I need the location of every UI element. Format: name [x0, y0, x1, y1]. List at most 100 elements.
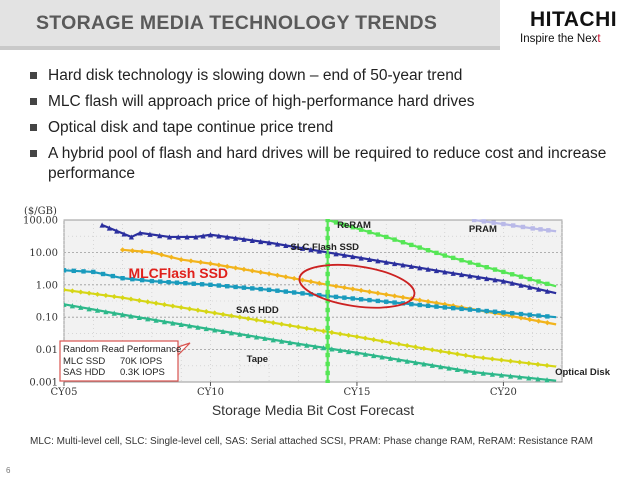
footnote: MLC: Multi-level cell, SLC: Single-level… [30, 436, 593, 447]
data-point-sas-hdd [510, 311, 515, 316]
data-point-sas-hdd [183, 281, 188, 286]
data-point-optical-disk [64, 287, 67, 293]
data-point-sas-hdd [139, 277, 145, 283]
data-point-sas-hdd [476, 308, 481, 313]
data-point-mlcflash-ssd [392, 293, 398, 299]
data-point-sas-hdd [275, 288, 280, 293]
bullet-square-icon [30, 72, 37, 79]
data-point-slc-flash-ssd [392, 260, 398, 267]
slide-header: STORAGE MEDIA TECHNOLOGY TRENDS HITACHI … [0, 0, 638, 50]
data-point-optical-disk [287, 322, 293, 329]
data-point-sas-hdd [225, 284, 230, 289]
bullet-item: Hard disk technology is slowing down – e… [30, 66, 620, 86]
data-point-reram [459, 258, 464, 263]
data-point-reram [325, 280, 330, 286]
data-point-tape [195, 324, 201, 330]
data-point-mlcflash-ssd [299, 277, 306, 283]
data-point-mlcflash-ssd [129, 248, 135, 254]
y-tick-label: 0.10 [36, 313, 58, 324]
data-point-optical-disk [295, 324, 301, 330]
x-tick-label: CY20 [490, 387, 517, 398]
data-point-pram [510, 223, 516, 228]
tagline-suffix: t [597, 33, 601, 45]
data-point-optical-disk [103, 292, 109, 299]
data-point-reram [325, 343, 330, 349]
data-point-slc-flash-ssd [147, 231, 153, 237]
data-point-optical-disk [498, 357, 505, 363]
data-point-sas-hdd [467, 307, 473, 312]
data-point-tape [128, 313, 134, 319]
chart-title: Storage Media Bit Cost Forecast [212, 402, 414, 418]
data-point-tape [337, 347, 343, 353]
data-point-reram [350, 225, 355, 230]
data-point-sas-hdd [518, 311, 524, 317]
data-point-tape [170, 320, 176, 326]
crossover-highlight [298, 263, 416, 309]
data-point-tape [86, 306, 92, 312]
data-point-sas-hdd [442, 305, 448, 310]
data-point-slc-flash-ssd [527, 284, 533, 290]
bullet-item: MLC flash will approach price of high-pe… [30, 92, 620, 112]
data-point-sas-hdd [166, 279, 171, 285]
callout-row-label: MLC SSD [63, 356, 105, 367]
data-point-reram [342, 222, 347, 228]
data-point-reram [325, 325, 330, 331]
data-point-tape [253, 334, 260, 340]
data-point-slc-flash-ssd [299, 245, 306, 251]
data-point-mlcflash-ssd [308, 279, 314, 285]
data-point-reram [501, 269, 506, 275]
x-tick-label: CY15 [343, 387, 370, 398]
data-point-slc-flash-ssd [358, 255, 364, 261]
data-point-slc-flash-ssd [518, 282, 524, 288]
data-point-sas-hdd [342, 295, 347, 300]
data-point-tape [526, 375, 532, 381]
data-point-pram [491, 220, 496, 225]
data-point-tape [517, 374, 523, 380]
data-point-tape [228, 330, 234, 336]
data-point-sas-hdd [174, 280, 180, 285]
data-point-sas-hdd [484, 308, 489, 314]
data-point-sas-hdd [367, 297, 372, 303]
data-point-sas-hdd [130, 276, 135, 282]
data-point-slc-flash-ssd [442, 269, 448, 275]
data-point-slc-flash-ssd [450, 270, 456, 276]
data-point-sas-hdd [149, 278, 155, 284]
data-point-slc-flash-ssd [509, 280, 515, 286]
data-point-mlcflash-ssd [291, 275, 297, 282]
data-point-sas-hdd [417, 302, 422, 308]
data-point-reram [325, 235, 330, 241]
page-number: 6 [6, 466, 11, 475]
data-point-reram [358, 227, 364, 232]
data-point-optical-disk [507, 358, 514, 364]
x-tick-label: CY05 [51, 387, 78, 398]
data-point-sas-hdd [492, 309, 498, 314]
data-point-tape [212, 327, 218, 333]
data-point-tape [64, 301, 67, 307]
data-point-pram [538, 227, 543, 232]
data-point-reram [467, 260, 473, 265]
data-point-sas-hdd [120, 275, 125, 281]
data-point-slc-flash-ssd [544, 288, 550, 294]
data-point-tape [329, 346, 335, 352]
data-point-sas-hdd [434, 304, 439, 309]
data-point-mlcflash-ssd [283, 274, 289, 280]
series-reram [325, 219, 557, 383]
data-point-tape [69, 303, 75, 309]
data-point-reram [492, 267, 498, 272]
data-point-reram [484, 265, 489, 270]
data-point-reram [325, 289, 330, 295]
data-point-tape [429, 362, 435, 368]
data-point-sas-hdd [91, 269, 96, 275]
data-point-mlcflash-ssd [544, 320, 550, 326]
data-point-tape [279, 338, 285, 344]
data-point-slc-flash-ssd [106, 225, 113, 231]
data-point-tape [463, 368, 469, 374]
data-point-tape [362, 351, 368, 357]
data-point-tape [186, 323, 193, 329]
data-point-sas-hdd [501, 310, 506, 315]
data-point-sas-hdd [425, 303, 431, 309]
bullet-text: Hard disk technology is slowing down – e… [48, 67, 463, 84]
data-point-slc-flash-ssd [433, 267, 440, 274]
hitachi-logo: HITACHI [530, 8, 618, 31]
data-point-slc-flash-ssd [175, 234, 181, 240]
